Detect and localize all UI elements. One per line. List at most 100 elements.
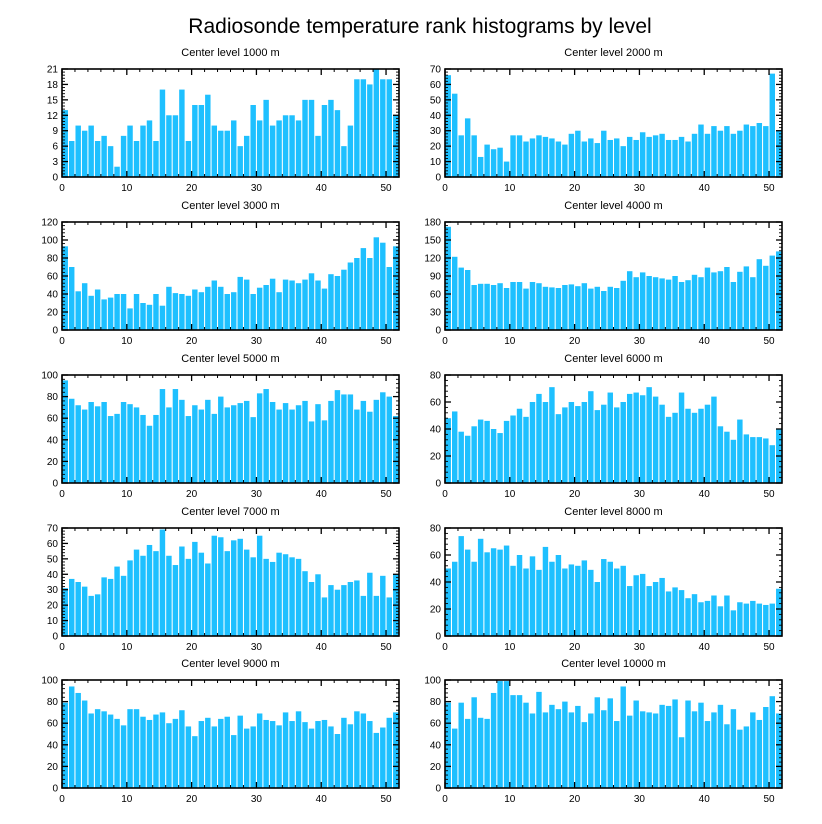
histogram-bar xyxy=(153,714,159,788)
histogram-bar xyxy=(185,295,192,330)
panel-title: Center level 3000 m xyxy=(181,200,279,212)
histogram-bar xyxy=(516,695,523,788)
y-tick-label: 60 xyxy=(47,414,59,425)
histogram-bar xyxy=(302,400,308,483)
histogram-bar xyxy=(588,288,594,330)
histogram-bar xyxy=(756,719,763,788)
histogram-bar xyxy=(140,555,146,636)
histogram-bar xyxy=(477,538,484,636)
histogram-bar xyxy=(756,437,763,483)
histogram-bar xyxy=(295,558,302,636)
histogram-bar xyxy=(88,402,94,483)
histogram-bar xyxy=(516,555,523,636)
histogram-bar xyxy=(263,389,269,483)
y-tick-label: 100 xyxy=(41,676,58,687)
histogram-bar xyxy=(665,416,672,483)
histogram-bar xyxy=(269,402,276,483)
histogram-bar xyxy=(659,278,665,330)
histogram-bar xyxy=(769,73,775,177)
histogram-bar xyxy=(140,716,146,788)
histogram-bar xyxy=(750,437,756,483)
histogram-bar xyxy=(367,572,373,636)
histogram-bar xyxy=(289,721,295,788)
histogram-bar xyxy=(166,723,172,788)
histogram-bar xyxy=(120,725,127,788)
histogram-bar xyxy=(107,146,114,177)
histogram-bar xyxy=(542,136,549,177)
histogram-bar xyxy=(250,294,256,330)
histogram-bar xyxy=(205,94,211,177)
histogram-bar xyxy=(536,283,542,330)
histogram-bar xyxy=(698,277,704,330)
histogram-bar xyxy=(445,568,451,636)
histogram-bar xyxy=(243,135,250,177)
x-tick-label: 0 xyxy=(442,794,448,805)
histogram-bar xyxy=(464,549,471,636)
panel-title: Center level 7000 m xyxy=(181,506,279,518)
histogram-bar xyxy=(724,267,730,330)
x-tick-label: 10 xyxy=(504,642,516,653)
panel-title: Center level 1000 m xyxy=(181,47,279,59)
histogram-bar xyxy=(269,561,276,636)
histogram-bar xyxy=(750,277,756,330)
histogram-bar xyxy=(620,565,626,636)
y-tick-label: 60 xyxy=(47,719,59,730)
histogram-bar xyxy=(146,120,153,177)
histogram-bar xyxy=(516,135,523,177)
histogram-bar xyxy=(140,414,146,483)
histogram-bar xyxy=(639,573,646,636)
histogram-bar xyxy=(555,141,562,177)
histogram-bar xyxy=(211,280,218,330)
histogram-bar xyxy=(354,711,360,788)
histogram-bar xyxy=(464,118,471,177)
x-tick-label: 0 xyxy=(442,183,448,194)
y-tick-label: 20 xyxy=(47,457,59,468)
histogram-bar xyxy=(341,146,347,177)
histogram-bar xyxy=(717,426,724,483)
y-tick-label: 120 xyxy=(424,254,441,265)
histogram-bar xyxy=(243,400,250,483)
histogram-bar xyxy=(776,588,782,636)
histogram-bar xyxy=(510,282,516,330)
histogram-bar xyxy=(562,701,568,788)
panel-title: Center level 4000 m xyxy=(564,200,662,212)
histogram-bar xyxy=(594,143,601,177)
histogram-bar xyxy=(179,89,185,177)
y-tick-label: 10 xyxy=(430,157,442,168)
histogram-bar xyxy=(205,286,211,330)
histogram-bar xyxy=(626,136,633,177)
x-tick-label: 40 xyxy=(316,489,328,500)
histogram-bar xyxy=(769,696,775,788)
histogram-bar xyxy=(380,727,386,788)
histogram-bar xyxy=(542,546,549,636)
histogram-bar xyxy=(711,126,717,177)
histogram-bar xyxy=(185,558,192,636)
histogram-bar xyxy=(477,717,484,788)
histogram-bar xyxy=(114,566,120,636)
x-tick-label: 30 xyxy=(634,642,646,653)
histogram-bar xyxy=(373,732,380,788)
histogram-bar xyxy=(243,728,250,788)
histogram-bar xyxy=(646,586,652,636)
histogram-bar xyxy=(127,560,133,636)
histogram-bar xyxy=(633,139,639,177)
histogram-bar xyxy=(328,99,334,177)
histogram-bar xyxy=(211,413,218,483)
histogram-bar xyxy=(334,390,341,483)
histogram-bar xyxy=(503,681,510,788)
y-tick-label: 20 xyxy=(430,142,442,153)
histogram-bar xyxy=(503,288,510,330)
histogram-bar xyxy=(334,276,341,330)
histogram-bar xyxy=(607,139,613,177)
histogram-bar xyxy=(250,105,256,177)
histogram-bar xyxy=(588,569,594,636)
histogram-bar xyxy=(159,89,166,177)
y-tick-label: 21 xyxy=(47,65,59,76)
histogram-bar xyxy=(452,411,458,483)
histogram-bar xyxy=(704,600,711,636)
histogram-bar xyxy=(380,575,386,636)
histogram-bar xyxy=(211,726,218,788)
histogram-bar xyxy=(646,712,652,788)
histogram-bar xyxy=(295,120,302,177)
